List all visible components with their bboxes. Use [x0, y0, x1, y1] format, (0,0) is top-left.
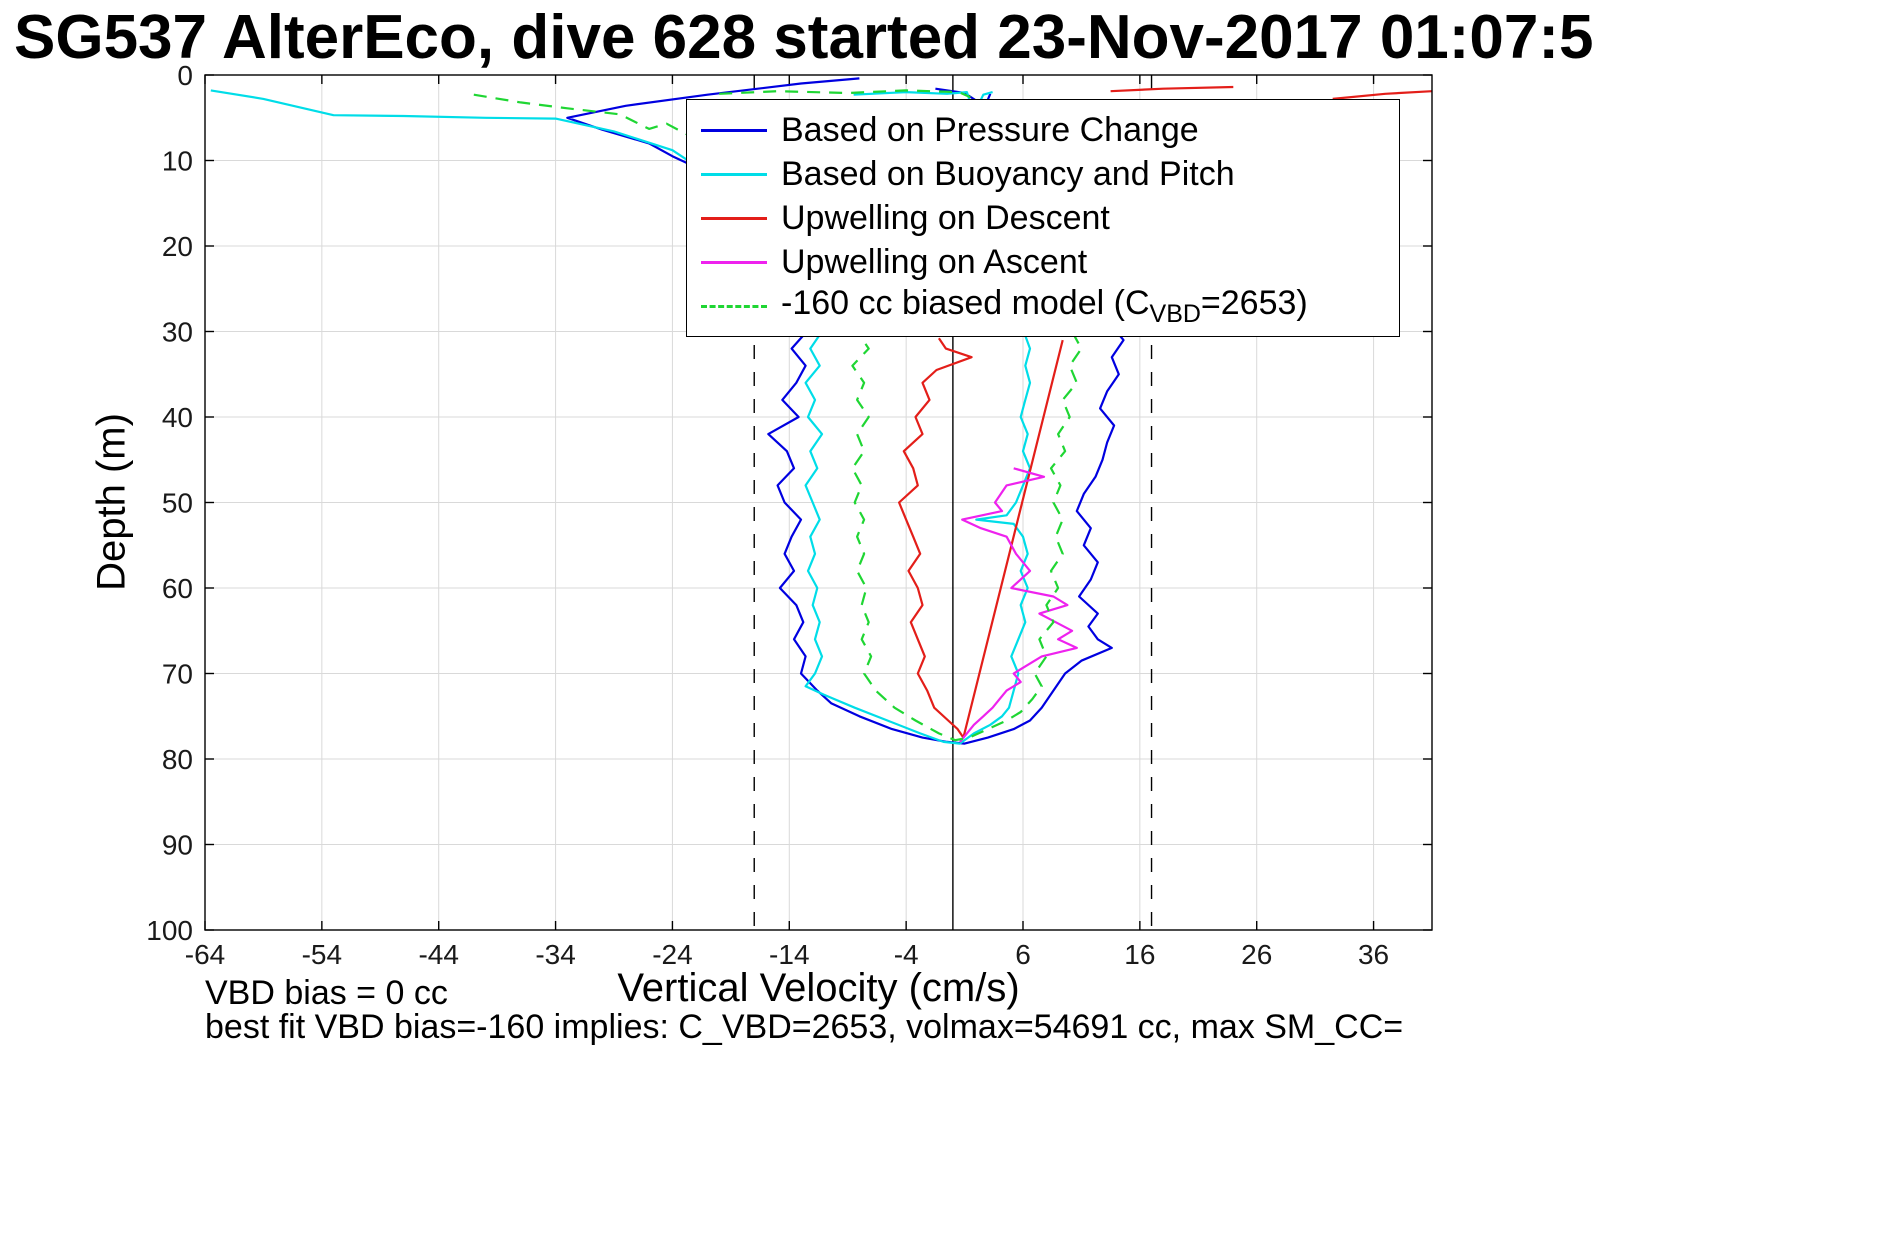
- legend-entry-upwell-ascent: Upwelling on Ascent: [687, 240, 1399, 284]
- y-tick-label: 70: [162, 659, 193, 690]
- legend-line-sample-red: [701, 216, 767, 220]
- x-tick-label: -34: [535, 939, 575, 970]
- legend: Based on Pressure Change Based on Buoyan…: [686, 99, 1400, 337]
- x-tick-label: -44: [418, 939, 458, 970]
- legend-label-pre: -160 cc biased model (C: [781, 283, 1150, 322]
- x-tick-label: 26: [1241, 939, 1272, 970]
- legend-label: Upwelling on Ascent: [781, 242, 1088, 281]
- x-tick-label: 16: [1124, 939, 1155, 970]
- series-upwell-ascent: [959, 467, 1078, 743]
- y-tick-label: 90: [162, 830, 193, 861]
- legend-label-post: =2653): [1200, 283, 1308, 322]
- y-tick-label: 100: [146, 915, 193, 946]
- y-tick-label: 10: [162, 146, 193, 177]
- legend-entry-upwell-descent: Upwelling on Descent: [687, 196, 1399, 240]
- legend-label: -160 cc biased model (CVBD=2653): [781, 284, 1308, 329]
- legend-label-sub: VBD: [1149, 299, 1201, 328]
- legend-line-sample-green: [701, 304, 767, 308]
- legend-entry-pressure: Based on Pressure Change: [687, 108, 1399, 152]
- legend-label: Based on Buoyancy and Pitch: [781, 154, 1235, 193]
- y-tick-label: 30: [162, 317, 193, 348]
- y-tick-label: 20: [162, 231, 193, 262]
- x-tick-label: -24: [652, 939, 692, 970]
- x-tick-label: -64: [185, 939, 225, 970]
- legend-label: Upwelling on Descent: [781, 198, 1110, 237]
- x-tick-label: 36: [1358, 939, 1389, 970]
- x-tick-label: -14: [769, 939, 809, 970]
- legend-line-sample-cyan: [701, 172, 767, 176]
- y-tick-label: 80: [162, 744, 193, 775]
- y-tick-label: 40: [162, 402, 193, 433]
- annotation-vbd-bias: VBD bias = 0 cc: [205, 974, 448, 1012]
- y-axis-label: Depth (m): [89, 413, 134, 591]
- legend-label: Based on Pressure Change: [781, 110, 1199, 149]
- annotation-best-fit: best fit VBD bias=-160 implies: C_VBD=26…: [205, 1008, 1404, 1046]
- legend-line-sample-blue: [701, 128, 767, 132]
- series-buoyancy: [210, 89, 1032, 745]
- series-buoyancy: [853, 90, 993, 116]
- x-tick-label: -54: [302, 939, 342, 970]
- legend-entry-buoyancy: Based on Buoyancy and Pitch: [687, 152, 1399, 196]
- series-upwell-descent: [1332, 90, 1433, 100]
- legend-entry-biased-model: -160 cc biased model (CVBD=2653): [687, 284, 1399, 328]
- y-tick-label: 0: [177, 60, 193, 91]
- legend-line-sample-magenta: [701, 260, 767, 264]
- x-tick-label: -4: [894, 939, 919, 970]
- series-upwell-descent: [1110, 85, 1234, 93]
- series-biased-model: [719, 89, 971, 99]
- x-tick-label: 6: [1015, 939, 1031, 970]
- plot-title: SG537 AlterEco, dive 628 started 23-Nov-…: [14, 3, 1594, 72]
- x-axis-label: Vertical Velocity (cm/s): [617, 966, 1020, 1010]
- series-biased-model: [473, 93, 1083, 742]
- y-tick-label: 50: [162, 488, 193, 519]
- y-tick-label: 60: [162, 573, 193, 604]
- series-upwell-descent: [897, 337, 1064, 739]
